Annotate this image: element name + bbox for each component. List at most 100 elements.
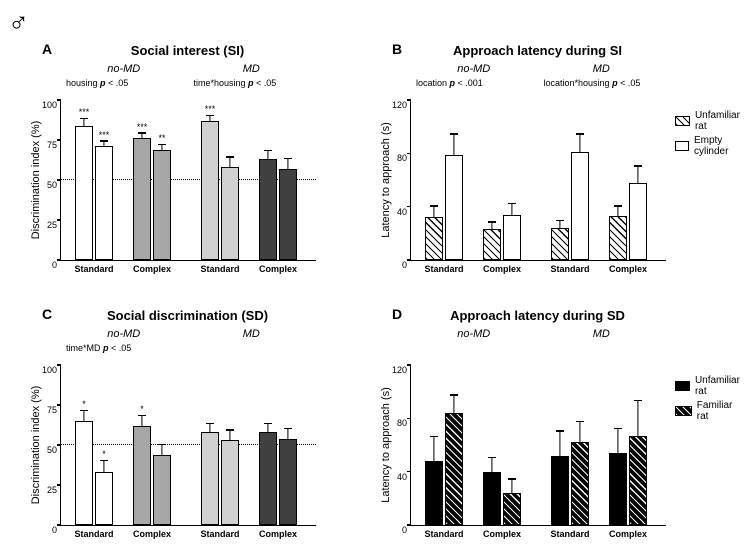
bar [629,183,647,260]
significance-marker: *** [205,104,216,114]
error-cap [450,133,458,134]
legend: Unfamiliar ratEmpty cylinder [675,110,743,160]
error-cap [138,132,146,133]
y-tick-label: 40 [397,207,411,217]
y-tick-label: 50 [47,180,61,190]
legend-label: Unfamiliar rat [695,375,743,397]
bar [279,439,297,525]
error-bar [433,437,434,461]
significance-marker: *** [99,130,110,140]
bar [95,146,113,260]
group-label: MD [188,63,316,75]
error-bar [511,204,512,215]
error-cap [430,205,438,206]
error-bar [453,135,454,155]
error-bar [103,142,104,147]
error-bar [141,416,142,426]
error-cap [206,423,214,424]
error-cap [284,428,292,429]
error-bar [141,134,142,139]
error-cap [614,428,622,429]
panel-C: CSocial discrimination (SD)0255075100**S… [60,310,315,540]
bar [201,121,219,260]
legend-swatch [675,141,689,151]
significance-marker: * [82,399,86,409]
legend-item: Familiar rat [675,400,743,422]
bar [425,461,443,525]
group-label: MD [188,328,316,340]
panel-letter: C [42,306,52,322]
significance-marker: ** [158,133,165,143]
error-cap [508,478,516,479]
error-cap [556,430,564,431]
plot-area: 0255075100******Standard*****Complex***S… [60,100,316,261]
group-label: no-MD [410,328,538,340]
x-tick-label: Complex [133,525,171,539]
bar [503,493,521,525]
x-tick-label: Complex [259,525,297,539]
error-cap [556,220,564,221]
stat-label: housing p < .05 [66,78,128,88]
bar [609,216,627,260]
significance-marker: * [102,449,106,459]
error-cap [264,423,272,424]
bar [483,229,501,260]
significance-marker: *** [79,107,90,117]
error-bar [617,429,618,453]
group-label: MD [538,328,666,340]
y-tick-label: 0 [402,525,411,535]
error-cap [284,158,292,159]
plot-area: 04080120StandardComplexStandardComplex [410,100,666,261]
error-bar [559,432,560,456]
x-tick-label: Complex [483,525,521,539]
error-bar [209,116,210,121]
x-tick-label: Complex [609,260,647,274]
error-cap [488,457,496,458]
error-bar [637,167,638,183]
error-cap [138,415,146,416]
panel-D: DApproach latency during SD04080120Stand… [410,310,665,540]
bar [551,456,569,525]
bar [551,228,569,260]
error-bar [161,445,162,455]
panel-letter: A [42,41,52,57]
error-bar [209,424,210,432]
bar [153,455,171,525]
x-tick-label: Complex [259,260,297,274]
bar [133,426,151,525]
x-tick-label: Complex [133,260,171,274]
bar [259,432,277,525]
plot-area: 04080120StandardComplexStandardComplex [410,365,666,526]
panel-title: Approach latency during SD [410,308,665,323]
y-axis-label: Discrimination index (%) [30,100,42,260]
x-tick-label: Standard [550,525,589,539]
error-cap [634,165,642,166]
bar [571,442,589,525]
y-tick-label: 75 [47,140,61,150]
x-tick-label: Standard [74,525,113,539]
y-tick-label: 25 [47,220,61,230]
y-axis-label: Latency to approach (s) [380,365,392,525]
error-cap [158,144,166,145]
reference-line [61,444,316,445]
bar [95,472,113,525]
x-tick-label: Complex [609,525,647,539]
error-bar [267,424,268,432]
y-tick-label: 0 [52,525,61,535]
y-tick-label: 80 [397,418,411,428]
bar [445,155,463,260]
error-cap [100,140,108,141]
error-bar [453,396,454,413]
panel-letter: D [392,306,402,322]
y-tick-label: 120 [392,365,411,375]
y-tick-label: 40 [397,472,411,482]
bar [75,126,93,260]
bar [609,453,627,525]
bar [571,152,589,260]
error-bar [267,151,268,159]
error-cap [158,444,166,445]
legend-item: Empty cylinder [675,135,743,157]
x-tick-label: Standard [74,260,113,274]
error-bar [511,480,512,493]
error-bar [433,207,434,218]
